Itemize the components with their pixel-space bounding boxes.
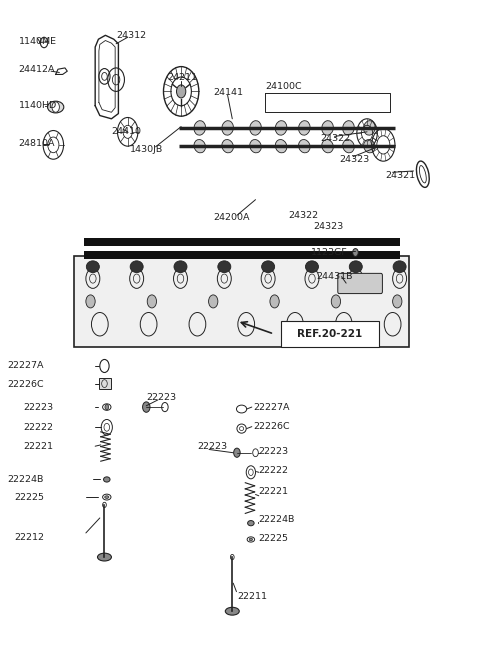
Ellipse shape: [276, 140, 287, 153]
Ellipse shape: [393, 261, 406, 272]
Circle shape: [147, 295, 156, 308]
Ellipse shape: [305, 261, 318, 272]
Ellipse shape: [130, 261, 143, 272]
Ellipse shape: [250, 121, 261, 135]
Circle shape: [105, 404, 108, 409]
Ellipse shape: [194, 140, 205, 153]
Ellipse shape: [299, 121, 310, 135]
Text: 22222: 22222: [259, 466, 289, 476]
Ellipse shape: [222, 140, 233, 153]
Text: 22223: 22223: [146, 393, 177, 402]
Circle shape: [177, 85, 186, 98]
Text: 1140HD: 1140HD: [19, 102, 57, 110]
Ellipse shape: [349, 261, 362, 272]
Text: 1123GF: 1123GF: [312, 248, 348, 257]
Ellipse shape: [262, 261, 275, 272]
Ellipse shape: [222, 121, 233, 135]
FancyBboxPatch shape: [338, 273, 383, 293]
Text: REF.20-221: REF.20-221: [297, 329, 362, 339]
Ellipse shape: [104, 477, 110, 482]
Text: 24200A: 24200A: [214, 214, 250, 223]
Bar: [99, 379, 110, 389]
Text: 24321: 24321: [385, 171, 416, 180]
Text: 22221: 22221: [259, 487, 289, 496]
Text: 22221: 22221: [24, 441, 53, 451]
Ellipse shape: [48, 101, 64, 113]
Bar: [74, 255, 409, 347]
Ellipse shape: [343, 140, 354, 153]
Ellipse shape: [276, 121, 287, 135]
Text: 22224B: 22224B: [259, 515, 295, 525]
Text: 22223: 22223: [23, 403, 53, 411]
Text: 22227A: 22227A: [253, 403, 290, 411]
Text: 24323: 24323: [339, 155, 370, 164]
Ellipse shape: [218, 261, 231, 272]
Ellipse shape: [249, 538, 252, 541]
Circle shape: [209, 295, 218, 308]
Text: 22226C: 22226C: [253, 422, 290, 431]
Text: 24431B: 24431B: [316, 272, 352, 281]
Ellipse shape: [322, 140, 333, 153]
Text: 24322: 24322: [321, 134, 351, 143]
Text: 24412A: 24412A: [19, 66, 55, 75]
Ellipse shape: [343, 121, 354, 135]
Text: 22226C: 22226C: [7, 380, 44, 389]
Ellipse shape: [225, 607, 239, 615]
Text: 24410: 24410: [111, 127, 142, 136]
Text: 22223: 22223: [259, 447, 289, 456]
Ellipse shape: [299, 140, 310, 153]
Text: 22212: 22212: [14, 533, 44, 542]
Ellipse shape: [364, 121, 375, 135]
Text: 22223: 22223: [197, 441, 228, 451]
Text: 24810A: 24810A: [19, 139, 55, 148]
Text: 24211: 24211: [167, 73, 197, 82]
Bar: [84, 238, 399, 246]
Text: 24141: 24141: [214, 88, 244, 97]
Ellipse shape: [250, 140, 261, 153]
Circle shape: [234, 448, 240, 457]
Ellipse shape: [105, 496, 109, 498]
Text: 1140ME: 1140ME: [19, 37, 57, 47]
Text: 22225: 22225: [259, 534, 289, 543]
Text: 22222: 22222: [24, 422, 53, 432]
Circle shape: [52, 102, 60, 112]
Text: 22227A: 22227A: [8, 362, 44, 371]
Circle shape: [270, 295, 279, 308]
Text: 24312: 24312: [116, 31, 146, 40]
Text: 24322: 24322: [288, 211, 318, 220]
Text: 1430JB: 1430JB: [130, 145, 163, 154]
Ellipse shape: [248, 521, 254, 526]
Bar: [84, 251, 399, 259]
Text: 22224B: 22224B: [8, 475, 44, 484]
Ellipse shape: [97, 553, 111, 561]
Text: 24100C: 24100C: [265, 82, 301, 90]
Circle shape: [331, 295, 341, 308]
Ellipse shape: [194, 121, 205, 135]
FancyBboxPatch shape: [281, 321, 379, 347]
Circle shape: [143, 402, 150, 412]
Text: 22225: 22225: [14, 493, 44, 502]
Ellipse shape: [86, 261, 99, 272]
Circle shape: [86, 295, 95, 308]
Circle shape: [393, 295, 402, 308]
Text: 24323: 24323: [313, 222, 344, 231]
Text: 22211: 22211: [237, 591, 267, 601]
Ellipse shape: [364, 140, 375, 153]
Ellipse shape: [174, 261, 187, 272]
Ellipse shape: [322, 121, 333, 135]
Circle shape: [353, 249, 358, 256]
